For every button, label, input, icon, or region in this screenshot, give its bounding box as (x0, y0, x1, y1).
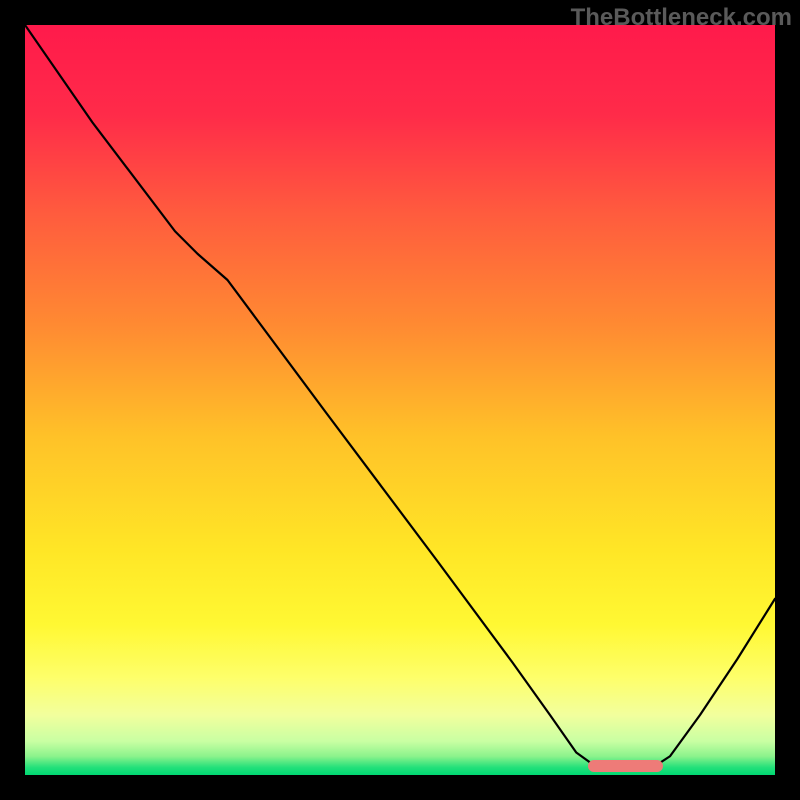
optimal-range-indicator (588, 760, 663, 772)
chart-canvas: TheBottleneck.com (0, 0, 800, 800)
attribution-text: TheBottleneck.com (571, 4, 792, 32)
bottleneck-curve (25, 25, 775, 775)
plot-area (25, 25, 775, 775)
